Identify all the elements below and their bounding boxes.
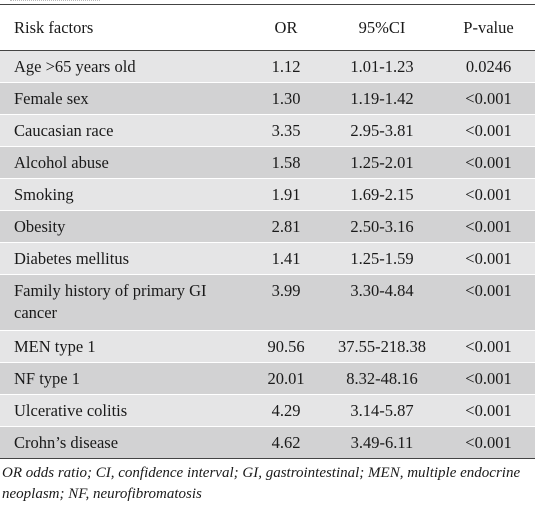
table-row: Female sex 1.30 1.19-1.42 <0.001 [0,82,535,115]
cell-or: 90.56 [250,330,322,363]
table-row: Age >65 years old 1.12 1.01-1.23 0.0246 [0,50,535,83]
cell-risk-factor: Alcohol abuse [0,146,250,179]
table-row: MEN type 1 90.56 37.55-218.38 <0.001 [0,330,535,363]
cell-or: 20.01 [250,362,322,395]
cell-risk-factor: MEN type 1 [0,330,250,363]
cell-or: 1.91 [250,178,322,211]
table-footnote: OR odds ratio; CI, confidence interval; … [2,465,521,502]
cell-risk-factor: Diabetes mellitus [0,242,250,275]
cell-p-value: <0.001 [442,394,535,427]
cell-risk-factor: Ulcerative colitis [0,394,250,427]
cell-or: 3.35 [250,114,322,147]
table-row: Diabetes mellitus 1.41 1.25-1.59 <0.001 [0,242,535,275]
table-row: Obesity 2.81 2.50-3.16 <0.001 [0,210,535,243]
table-row: Smoking 1.91 1.69-2.15 <0.001 [0,178,535,211]
cell-ci: 37.55-218.38 [322,330,442,363]
cell-p-value: <0.001 [442,146,535,179]
cell-ci: 1.19-1.42 [322,82,442,115]
header-risk-factors: Risk factors [0,4,250,51]
cell-p-value: <0.001 [442,210,535,243]
cell-ci: 2.50-3.16 [322,210,442,243]
cell-or: 1.12 [250,50,322,83]
cell-p-value: <0.001 [442,242,535,275]
cell-risk-factor: Caucasian race [0,114,250,147]
cell-or: 2.81 [250,210,322,243]
cell-p-value: <0.001 [442,362,535,395]
cell-p-value: <0.001 [442,330,535,363]
cell-ci: 8.32-48.16 [322,362,442,395]
table-row: Family history of primary GI cancer 3.99… [0,274,535,331]
table-header: Risk factors OR 95%CI P-value [0,4,535,51]
cell-p-value: <0.001 [442,274,535,331]
cell-ci: 1.25-2.01 [322,146,442,179]
cell-ci: 1.25-1.59 [322,242,442,275]
cell-ci: 3.49-6.11 [322,426,442,459]
cell-or: 1.58 [250,146,322,179]
cell-risk-factor: Smoking [0,178,250,211]
cell-or: 1.41 [250,242,322,275]
cell-risk-factor: NF type 1 [0,362,250,395]
cell-ci: 1.69-2.15 [322,178,442,211]
header-p-value: P-value [442,4,535,51]
table-row: Alcohol abuse 1.58 1.25-2.01 <0.001 [0,146,535,179]
cell-risk-factor: Age >65 years old [0,50,250,83]
cell-or: 3.99 [250,274,322,331]
header-or: OR [250,4,322,51]
table-row: Crohn’s disease 4.62 3.49-6.11 <0.001 [0,426,535,459]
table-row: NF type 1 20.01 8.32-48.16 <0.001 [0,362,535,395]
table-row: Ulcerative colitis 4.29 3.14-5.87 <0.001 [0,394,535,427]
risk-factors-table: Risk factors OR 95%CI P-value Age >65 ye… [0,4,535,459]
cell-p-value: <0.001 [442,114,535,147]
cell-or: 4.29 [250,394,322,427]
cell-risk-factor: Family history of primary GI cancer [0,274,250,331]
cell-p-value: 0.0246 [442,50,535,83]
cell-risk-factor: Obesity [0,210,250,243]
cell-ci: 3.30-4.84 [322,274,442,331]
cropped-caption-fragment [0,0,535,4]
table-row: Caucasian race 3.35 2.95-3.81 <0.001 [0,114,535,147]
cell-or: 4.62 [250,426,322,459]
cell-p-value: <0.001 [442,82,535,115]
header-row: Risk factors OR 95%CI P-value [0,4,535,51]
table-body: Age >65 years old 1.12 1.01-1.23 0.0246 … [0,50,535,459]
cell-ci: 1.01-1.23 [322,50,442,83]
cell-or: 1.30 [250,82,322,115]
cell-p-value: <0.001 [442,426,535,459]
header-ci: 95%CI [322,4,442,51]
cell-risk-factor: Female sex [0,82,250,115]
cell-risk-factor: Crohn’s disease [0,426,250,459]
cell-p-value: <0.001 [442,178,535,211]
cell-ci: 2.95-3.81 [322,114,442,147]
cell-ci: 3.14-5.87 [322,394,442,427]
